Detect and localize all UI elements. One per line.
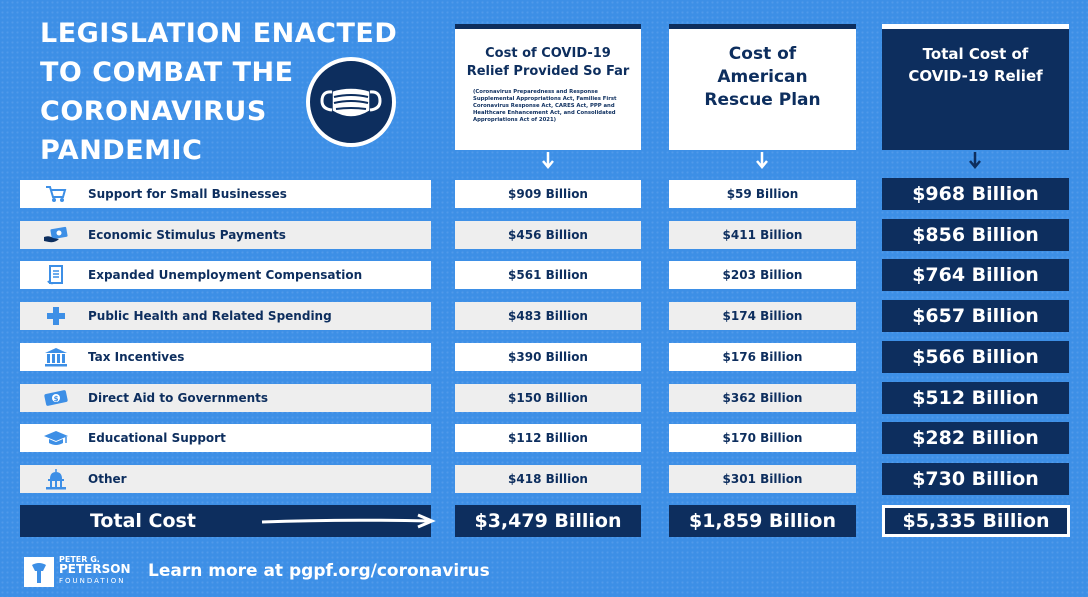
logo-line: FOUNDATION xyxy=(59,577,126,585)
category-label: Public Health and Related Spending xyxy=(88,309,332,323)
value-total: $856 Billion xyxy=(882,219,1069,251)
value-rescue-plan: $59 Billion xyxy=(669,180,856,208)
value-relief-so-far: $456 Billion xyxy=(455,221,641,249)
table-row-label: Economic Stimulus Payments xyxy=(20,221,431,249)
table-row-label: Support for Small Businesses xyxy=(20,180,431,208)
cash-hand-icon xyxy=(36,223,76,247)
table-row-label: $ Direct Aid to Governments xyxy=(20,384,431,412)
table-row-label: Expanded Unemployment Compensation xyxy=(20,261,431,289)
column-title-line: Cost of COVID-19 xyxy=(485,46,611,61)
column-title-line: Total Cost of xyxy=(922,45,1029,63)
value-rescue-plan: $411 Billion xyxy=(669,221,856,249)
dollar-bill-icon: $ xyxy=(36,386,76,410)
value-rescue-plan: $176 Billion xyxy=(669,343,856,371)
arrow-down-icon xyxy=(969,152,981,169)
category-label: Support for Small Businesses xyxy=(88,187,287,201)
peterson-foundation-logo: PETER G. PETERSON FOUNDATION xyxy=(24,555,134,589)
value-total: $512 Billion xyxy=(882,382,1069,414)
value-relief-so-far: $561 Billion xyxy=(455,261,641,289)
value-total: $968 Billion xyxy=(882,178,1069,210)
torch-logo-icon xyxy=(24,557,54,587)
column-title-line: American xyxy=(717,67,808,87)
value-total: $764 Billion xyxy=(882,259,1069,291)
column-title-line: Rescue Plan xyxy=(704,90,821,110)
value-rescue-plan: $174 Billion xyxy=(669,302,856,330)
table-row-label: Educational Support xyxy=(20,424,431,452)
column-header-rescue-plan: Cost of American Rescue Plan xyxy=(669,24,856,150)
table-row-label: Tax Incentives xyxy=(20,343,431,371)
value-relief-so-far: $390 Billion xyxy=(455,343,641,371)
medical-cross-icon xyxy=(36,304,76,328)
value-rescue-plan: $362 Billion xyxy=(669,384,856,412)
column-header-relief-so-far: Cost of COVID-19 Relief Provided So Far … xyxy=(455,24,641,150)
title-line-3: CORONAVIRUS xyxy=(40,96,267,127)
column-title-line: Cost of xyxy=(728,44,797,64)
title-line-2: TO COMBAT THE xyxy=(40,57,294,88)
total-relief-so-far: $3,479 Billion xyxy=(455,505,641,537)
category-label: Tax Incentives xyxy=(88,350,185,364)
shopping-cart-icon xyxy=(36,182,76,206)
value-total: $730 Billion xyxy=(882,463,1069,495)
table-row-label: Public Health and Related Spending xyxy=(20,302,431,330)
capitol-icon xyxy=(36,467,76,491)
graduation-cap-icon xyxy=(36,426,76,450)
svg-text:$: $ xyxy=(54,395,59,403)
total-overall: $5,335 Billion xyxy=(882,505,1070,537)
category-label: Other xyxy=(88,472,127,486)
table-row-label: Other xyxy=(20,465,431,493)
value-rescue-plan: $203 Billion xyxy=(669,261,856,289)
category-label: Direct Aid to Governments xyxy=(88,391,269,405)
value-total: $282 Billion xyxy=(882,422,1069,454)
value-relief-so-far: $418 Billion xyxy=(455,465,641,493)
category-label: Educational Support xyxy=(88,431,226,445)
logo-line: PETERSON xyxy=(59,562,131,576)
value-relief-so-far: $483 Billion xyxy=(455,302,641,330)
value-relief-so-far: $909 Billion xyxy=(455,180,641,208)
column-title-line: COVID-19 Relief xyxy=(908,67,1043,85)
value-total: $566 Billion xyxy=(882,341,1069,373)
value-rescue-plan: $170 Billion xyxy=(669,424,856,452)
value-total: $657 Billion xyxy=(882,300,1069,332)
column-header-total: Total Cost of COVID-19 Relief xyxy=(882,24,1069,150)
logo-line: PETER G. xyxy=(59,555,100,564)
bank-icon xyxy=(36,345,76,369)
category-label: Economic Stimulus Payments xyxy=(88,228,286,242)
footer-link-text: Learn more at pgpf.org/coronavirus xyxy=(148,561,490,581)
title-line-1: LEGISLATION ENACTED xyxy=(40,18,398,49)
total-cost-label: Total Cost xyxy=(90,510,196,532)
value-rescue-plan: $301 Billion xyxy=(669,465,856,493)
category-label: Expanded Unemployment Compensation xyxy=(88,268,363,282)
arrow-right-icon xyxy=(261,513,436,529)
column-title-line: Relief Provided So Far xyxy=(466,64,630,79)
page-title: LEGISLATION ENACTED TO COMBAT THE CORONA… xyxy=(40,14,398,170)
total-row-label: Total Cost xyxy=(20,505,436,537)
value-relief-so-far: $150 Billion xyxy=(455,384,641,412)
arrow-down-icon xyxy=(542,152,554,169)
face-mask-icon xyxy=(306,57,396,147)
value-relief-so-far: $112 Billion xyxy=(455,424,641,452)
total-rescue-plan: $1,859 Billion xyxy=(669,505,856,537)
document-icon xyxy=(36,263,76,287)
column-note: (Coronavirus Preparedness and Response S… xyxy=(473,89,617,123)
title-line-4: PANDEMIC xyxy=(40,135,203,166)
arrow-down-icon xyxy=(756,152,768,169)
